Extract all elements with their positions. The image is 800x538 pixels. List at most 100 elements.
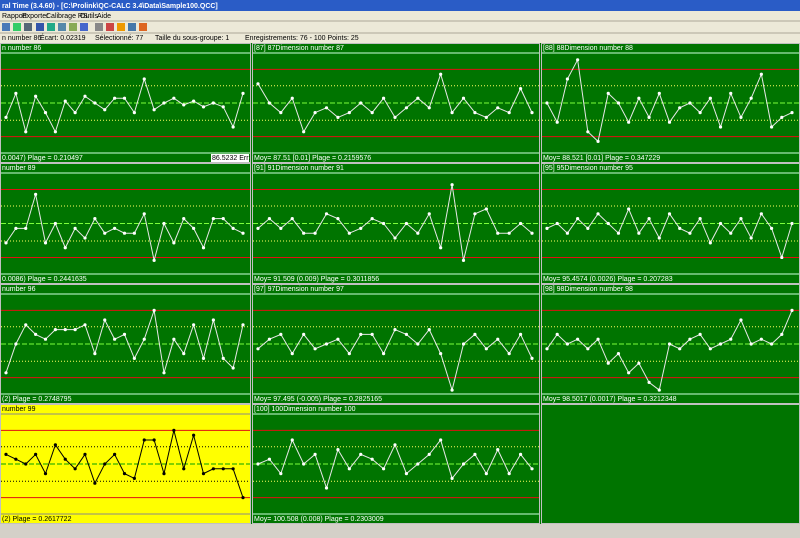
data-point [279, 226, 283, 230]
tool-icon[interactable] [117, 23, 125, 31]
data-point [103, 108, 107, 112]
data-point [211, 467, 215, 471]
tool-icon[interactable] [47, 23, 55, 31]
data-point [267, 457, 272, 461]
data-point [192, 226, 196, 230]
data-point [336, 448, 340, 452]
data-point [302, 332, 306, 336]
menu-item[interactable]: Calibrage RS [46, 13, 88, 20]
bottom-bar [0, 524, 800, 533]
value-box-text: 86.5232 Err: 77 [212, 155, 260, 162]
data-point [267, 337, 272, 341]
data-point [790, 308, 794, 312]
panel-border [252, 284, 540, 404]
data-point [678, 106, 682, 110]
tool-icon[interactable] [128, 23, 136, 31]
menu-item[interactable]: Rapport [2, 13, 27, 20]
tool-icon[interactable] [106, 23, 114, 31]
data-point [427, 106, 431, 110]
tool-icon[interactable] [95, 23, 103, 31]
data-point [182, 103, 186, 107]
data-point [657, 236, 661, 240]
data-point [627, 371, 631, 375]
data-point [657, 91, 661, 95]
data-point [211, 318, 215, 322]
data-point [201, 246, 206, 250]
data-point [780, 255, 784, 260]
panel-footer: Moy= 91.509 (0.009) Plage = 0.3011856 [254, 276, 379, 283]
data-point [359, 332, 363, 336]
data-point [404, 472, 409, 476]
data-point [749, 342, 753, 346]
data-point [221, 356, 225, 360]
data-point [93, 481, 97, 485]
panel-border [0, 163, 251, 284]
data-point [221, 105, 225, 109]
data-point [596, 337, 600, 341]
panel-border [252, 404, 540, 524]
data-point [627, 207, 631, 211]
panel-header: [97] 97Dimension number 97 [254, 286, 344, 293]
data-point [507, 352, 511, 356]
data-point [152, 308, 156, 312]
data-point [718, 342, 723, 346]
panel-footer: Moy= 95.4574 (0.0026) Plage = 0.207283 [543, 276, 673, 283]
tool-icon[interactable] [139, 23, 147, 31]
data-point [24, 323, 28, 327]
data-point [769, 226, 774, 230]
data-point [182, 352, 186, 356]
data-point [231, 125, 235, 129]
data-point [122, 332, 127, 336]
data-point [172, 337, 176, 341]
data-point [14, 342, 18, 346]
data-point [267, 101, 272, 105]
data-point [336, 217, 340, 221]
control-chart: n number 86 0.0047) Plage = 0.210497 86.52… [1, 44, 260, 162]
status-field: Sélectionné: 77 [95, 35, 143, 42]
data-point [708, 96, 712, 100]
data-point [290, 352, 294, 356]
data-point [393, 443, 397, 447]
data-point [461, 342, 466, 346]
data-point [530, 467, 534, 471]
tool-icon[interactable] [36, 23, 44, 31]
menu-item[interactable]: Aide [97, 13, 111, 20]
panel-footer: 0.0086) Plage = 0.2441635 [2, 276, 87, 283]
menu-item[interactable]: Exporter [22, 13, 49, 20]
status-field: Écart: 0.02319 [40, 33, 86, 42]
data-point [416, 96, 420, 100]
menu-item[interactable]: Outils [80, 13, 98, 20]
data-point [132, 111, 136, 115]
data-point [122, 231, 127, 235]
data-point [439, 438, 443, 442]
data-point [152, 438, 156, 442]
data-point [565, 342, 570, 346]
control-chart: [88] 88Dimension number 88 Moy= 88.521 [0… [542, 44, 799, 162]
tool-icon[interactable] [13, 23, 21, 31]
data-point [256, 82, 260, 86]
tool-icon[interactable] [58, 23, 66, 31]
status-field: Taille du sous-groupe: 1 [155, 35, 229, 42]
data-point [729, 231, 733, 235]
tool-icon[interactable] [2, 23, 10, 31]
data-point [518, 332, 523, 336]
data-point [647, 380, 651, 384]
data-point [530, 356, 534, 360]
tool-icon[interactable] [69, 23, 77, 31]
tool-icon[interactable] [24, 23, 32, 31]
data-point [201, 105, 206, 109]
data-point [267, 217, 272, 221]
data-point [162, 371, 166, 375]
data-point [381, 96, 386, 100]
tool-icon[interactable] [80, 23, 88, 31]
panel-border [252, 163, 540, 284]
data-point [576, 217, 580, 221]
panel-header: number 99 [2, 406, 36, 413]
panel-border [0, 43, 251, 163]
data-point [739, 115, 743, 119]
data-point [122, 96, 127, 100]
data-point [63, 328, 67, 332]
data-point [162, 101, 166, 105]
data-point [256, 462, 260, 466]
